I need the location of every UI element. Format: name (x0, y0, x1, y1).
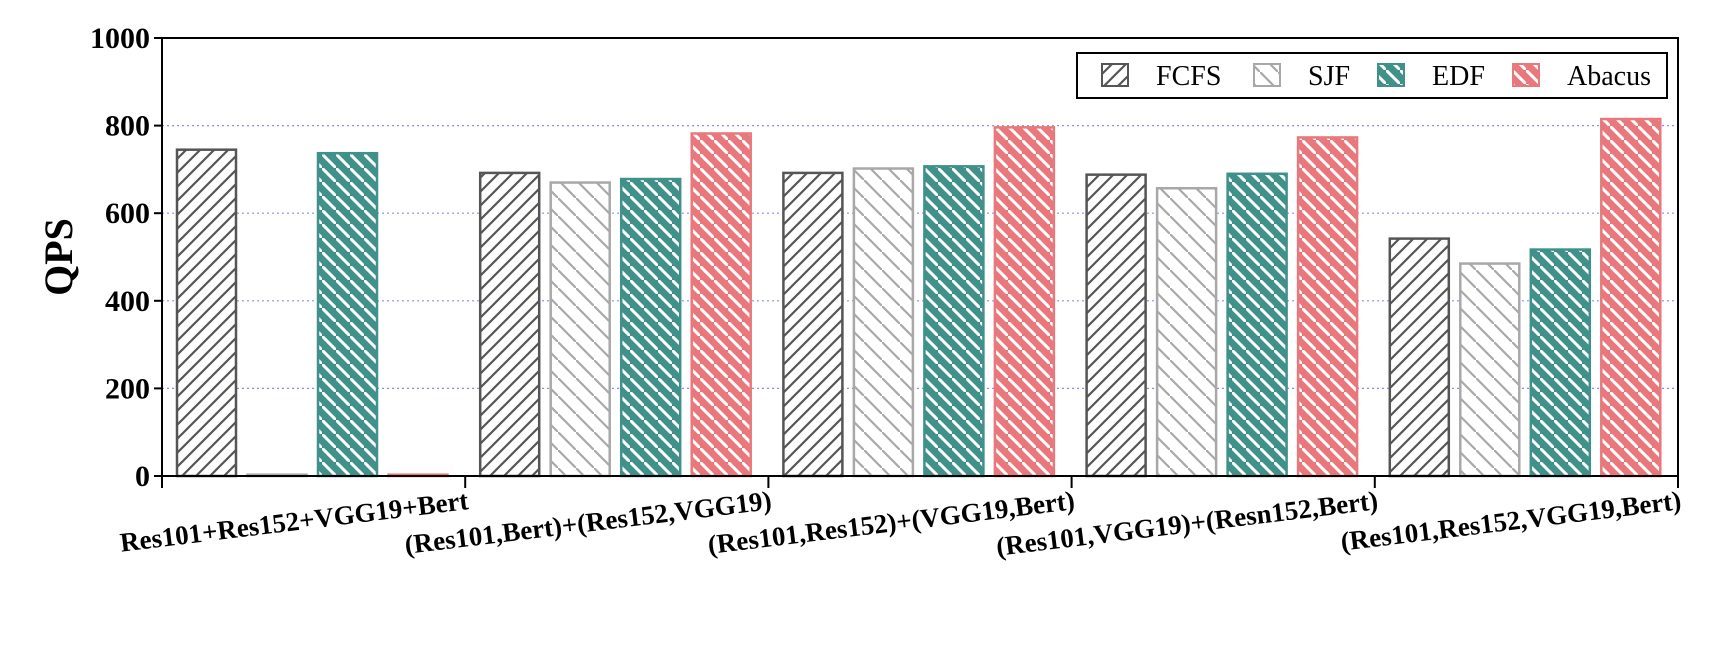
legend-swatch-edf (1377, 63, 1405, 87)
y-tick-label: 200 (105, 372, 150, 405)
bar-sjf-4 (1459, 262, 1521, 478)
y-tick-label: 0 (135, 460, 150, 493)
bars (175, 117, 1662, 478)
legend-label-fcfs: FCFS (1156, 61, 1221, 92)
bar-abacus-1 (690, 132, 752, 478)
legend: FCFS SJF EDF Abacus (1076, 52, 1668, 99)
bar-fcfs-0 (175, 148, 238, 478)
plot-frame (161, 37, 1679, 477)
legend-label-edf: EDF (1432, 61, 1485, 92)
bar-edf-1 (619, 177, 682, 478)
bar-fcfs-4 (1388, 237, 1451, 478)
legend-label-sjf: SJF (1308, 61, 1350, 92)
bar-sjf-3 (1155, 186, 1218, 478)
bar-fcfs-3 (1085, 173, 1147, 478)
bar-fcfs-2 (782, 171, 844, 478)
legend-swatch-fcfs (1101, 63, 1129, 87)
bar-edf-0 (316, 151, 379, 478)
y-tick-label: 600 (105, 197, 150, 230)
bar-sjf-1 (549, 181, 611, 478)
y-tick-label: 400 (105, 285, 150, 318)
bar-sjf-2 (852, 167, 915, 478)
y-axis-title: QPS (36, 218, 81, 296)
y-tick-label: 1000 (90, 22, 150, 55)
bar-edf-4 (1529, 248, 1592, 478)
bar-abacus-4 (1600, 117, 1662, 478)
x-category-label: (Res101,Res152,VGG19,Bert) (1339, 485, 1683, 557)
bar-edf-3 (1226, 172, 1288, 478)
legend-swatch-sjf (1253, 63, 1281, 87)
legend-label-abacus: Abacus (1567, 61, 1651, 92)
bar-edf-2 (923, 165, 985, 478)
legend-swatch-abacus (1512, 63, 1540, 87)
y-tick-label: 800 (105, 110, 150, 143)
legend-box (1076, 52, 1668, 99)
bar-abacus-3 (1296, 136, 1359, 478)
bar-abacus-2 (993, 126, 1056, 478)
bar-fcfs-1 (478, 171, 541, 478)
grid-lines (162, 124, 1678, 389)
